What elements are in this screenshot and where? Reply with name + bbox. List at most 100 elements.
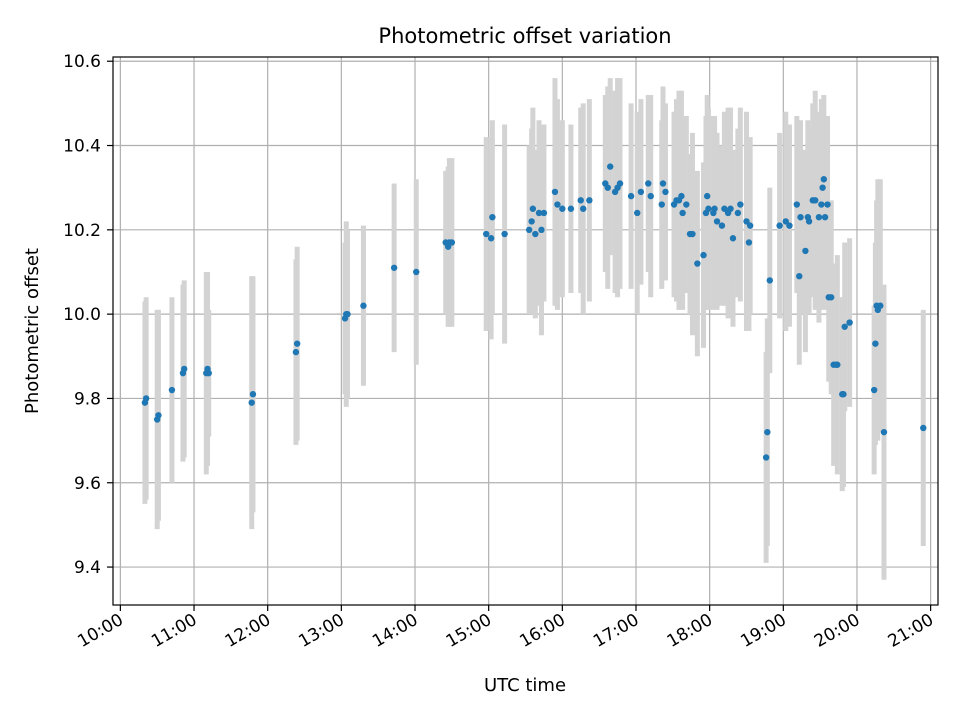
data-point <box>819 184 826 191</box>
y-axis-title: Photometric offset <box>22 248 43 414</box>
data-point <box>529 205 537 212</box>
data-point <box>786 222 793 229</box>
data-point <box>776 222 783 229</box>
y-tick-label: 10.4 <box>63 137 101 157</box>
data-point <box>782 218 789 225</box>
data-point <box>577 197 584 204</box>
y-axis: 9.4 9.6 9.8 10.0 10.2 10.4 10.6 <box>63 52 113 578</box>
data-point <box>487 235 495 242</box>
data-point <box>727 205 734 212</box>
data-point <box>658 201 665 208</box>
data-point <box>820 176 828 183</box>
data-point <box>689 230 696 238</box>
data-point <box>142 395 150 402</box>
data-point <box>705 205 712 212</box>
y-tick-label: 10.0 <box>63 305 101 325</box>
data-point <box>586 197 593 204</box>
data-point <box>713 218 721 225</box>
data-point <box>181 365 188 373</box>
data-point <box>647 192 654 200</box>
data-point <box>877 302 884 309</box>
chart-title: Photometric offset variation <box>378 24 671 48</box>
data-point <box>796 273 803 280</box>
data-point <box>489 213 496 221</box>
data-point <box>734 209 742 217</box>
data-point <box>711 205 718 212</box>
y-tick-label: 9.4 <box>74 558 101 578</box>
data-point <box>821 213 829 221</box>
data-point <box>554 201 561 208</box>
data-point <box>721 205 728 212</box>
data-point <box>872 340 879 347</box>
data-point <box>824 201 831 208</box>
data-point <box>604 184 611 191</box>
data-point <box>540 209 548 217</box>
data-point <box>248 399 255 406</box>
data-point <box>812 197 819 204</box>
data-point <box>525 226 533 234</box>
plot-frame <box>112 56 939 606</box>
data-point <box>645 180 652 187</box>
data-point <box>448 239 456 246</box>
data-point <box>616 180 624 187</box>
data-point <box>538 226 545 234</box>
x-axis-title: UTC time <box>484 675 566 696</box>
data-point <box>679 209 686 217</box>
data-point <box>737 201 744 208</box>
data-point <box>766 277 774 284</box>
data-point <box>729 235 737 242</box>
data-point <box>802 247 809 255</box>
data-point <box>700 251 707 259</box>
data-point <box>827 294 835 301</box>
data-point <box>390 264 398 271</box>
data-point <box>155 412 162 419</box>
data-point <box>840 391 847 398</box>
y-tick-label: 9.6 <box>74 474 101 494</box>
data-point <box>880 428 888 436</box>
data-point <box>249 391 257 398</box>
data-point <box>627 192 635 200</box>
data-point <box>634 209 641 217</box>
y-tick-label: 9.8 <box>74 389 101 409</box>
data-point <box>920 424 927 432</box>
data-point <box>567 205 575 212</box>
data-point <box>637 188 645 196</box>
data-point <box>292 348 300 356</box>
data-point <box>659 180 667 187</box>
data-point <box>718 222 726 229</box>
data-point <box>797 213 804 221</box>
y-tick-label: 10.6 <box>63 52 101 72</box>
data-point <box>293 340 301 347</box>
data-point <box>762 454 770 461</box>
data-point <box>793 201 801 208</box>
data-point <box>535 209 543 217</box>
data-point <box>805 218 813 225</box>
data-point <box>764 428 771 436</box>
data-point <box>746 222 754 229</box>
data-point <box>694 260 701 267</box>
data-point <box>344 310 351 318</box>
data-point <box>841 323 848 330</box>
data-points <box>141 163 927 461</box>
data-point <box>662 188 669 196</box>
data-point <box>580 205 587 212</box>
data-point <box>678 192 685 200</box>
data-point <box>683 201 690 208</box>
data-point <box>559 205 566 212</box>
data-point <box>846 319 853 326</box>
data-point <box>870 386 878 394</box>
data-point <box>743 218 750 225</box>
data-point <box>703 192 711 200</box>
data-point <box>745 239 753 246</box>
data-point <box>815 213 823 221</box>
data-point <box>413 268 420 276</box>
data-point <box>607 163 614 170</box>
data-point <box>168 386 176 394</box>
data-point <box>532 230 539 238</box>
data-point <box>205 369 212 377</box>
data-point <box>528 218 535 225</box>
data-point <box>483 230 490 238</box>
data-point <box>360 302 367 309</box>
data-point <box>818 201 825 208</box>
